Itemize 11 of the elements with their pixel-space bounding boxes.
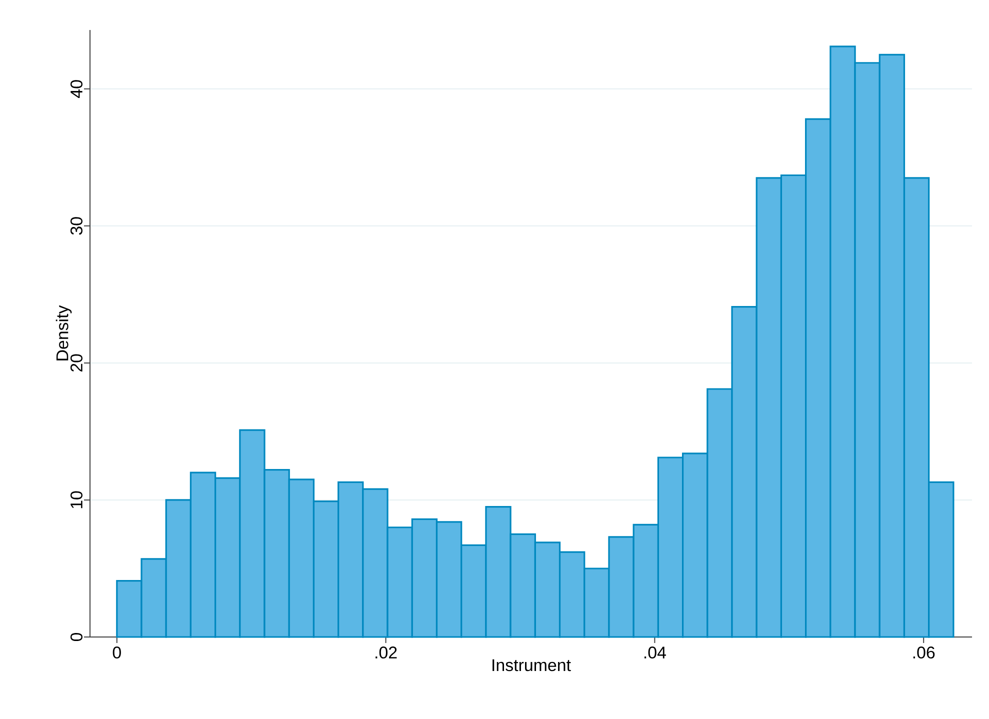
y-tick-label: 30 <box>70 217 82 235</box>
x-tick-label: .02 <box>376 646 397 659</box>
x-axis-title: Instrument <box>492 659 571 672</box>
y-axis-title: Density <box>56 305 72 360</box>
y-tick-label: 40 <box>70 80 82 98</box>
y-tick-label: 0 <box>70 632 82 642</box>
y-tick-label: 10 <box>70 491 82 508</box>
x-tick-label: 0 <box>112 646 121 659</box>
y-tick-label: 20 <box>70 354 82 372</box>
x-tick-label: .04 <box>644 646 666 659</box>
x-tick-label: .06 <box>913 646 935 659</box>
